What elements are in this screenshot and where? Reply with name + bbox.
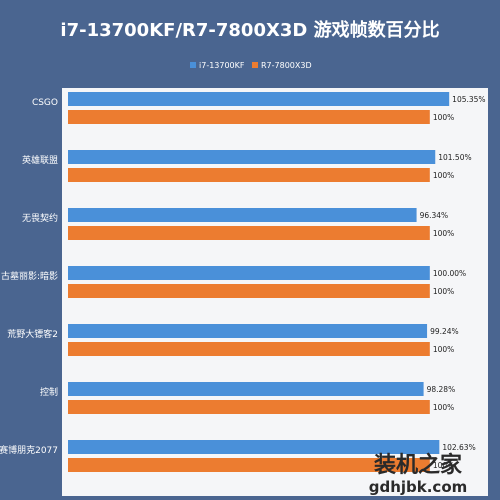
category-label: 荒野大镖客2	[7, 328, 58, 340]
data-label: 100.00%	[433, 269, 466, 278]
data-label: 101.50%	[438, 153, 471, 162]
bar-r7-7800x3d	[68, 226, 430, 240]
data-label: 102.63%	[442, 443, 475, 452]
bar-i7-13700kf	[68, 150, 436, 164]
data-label: 100%	[433, 287, 454, 296]
legend: i7-13700KF R7-7800X3D	[190, 61, 312, 70]
bar-r7-7800x3d	[68, 284, 430, 298]
watermark: 装机之家 gdhjbk.com	[369, 452, 468, 496]
data-label: 96.34%	[420, 211, 449, 220]
bar-r7-7800x3d	[68, 342, 430, 356]
data-label: 98.28%	[427, 385, 456, 394]
data-label: 100%	[433, 345, 454, 354]
legend-swatch	[252, 62, 258, 68]
data-label: 99.24%	[430, 327, 459, 336]
data-label: 100%	[433, 229, 454, 238]
bar-r7-7800x3d	[68, 458, 430, 472]
watermark-main: 装机之家	[374, 452, 463, 478]
legend-swatch	[190, 62, 196, 68]
bar-i7-13700kf	[68, 382, 424, 396]
watermark-url: gdhjbk.com	[369, 478, 468, 496]
data-label: 100%	[433, 113, 454, 122]
legend-label: i7-13700KF	[199, 61, 245, 70]
bar-i7-13700kf	[68, 208, 417, 222]
chart-title: i7-13700KF/R7-7800X3D 游戏帧数百分比	[60, 19, 439, 41]
bar-i7-13700kf	[68, 92, 450, 106]
category-label: 英雄联盟	[22, 154, 58, 166]
category-label: CSGO	[32, 98, 58, 108]
bar-r7-7800x3d	[68, 110, 430, 124]
bar-i7-13700kf	[68, 324, 428, 338]
category-label: 赛博朋克2077	[0, 444, 58, 456]
bar-r7-7800x3d	[68, 400, 430, 414]
category-label: 控制	[40, 386, 58, 398]
data-label: 100%	[433, 171, 454, 180]
plot-marks: CSGO 105.35% 100% 英雄联盟 101.50% 100% 无畏契约 96.34%…	[0, 92, 486, 472]
category-label: 古墓丽影:暗影	[1, 270, 58, 282]
bar-i7-13700kf	[68, 266, 430, 280]
bar-r7-7800x3d	[68, 168, 430, 182]
category-label: 无畏契约	[22, 212, 58, 224]
data-label: 105.35%	[452, 95, 485, 104]
bar-i7-13700kf	[68, 440, 440, 454]
data-label: 100%	[433, 461, 454, 470]
legend-label: R7-7800X3D	[261, 61, 312, 70]
data-label: 100%	[433, 403, 454, 412]
